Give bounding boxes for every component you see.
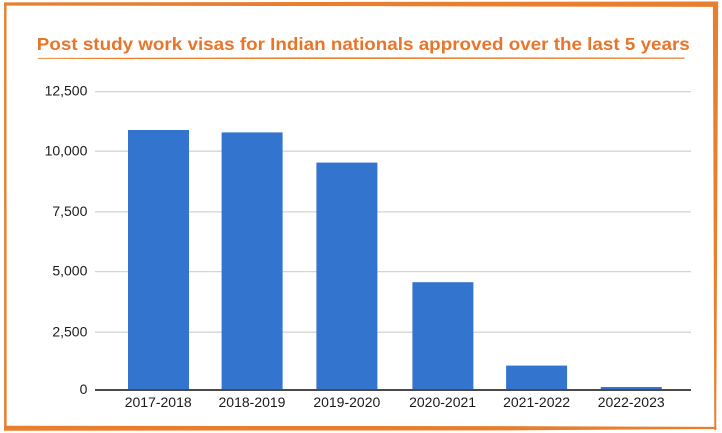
svg-text:2019-2020: 2019-2020 bbox=[313, 394, 380, 410]
svg-text:2020-2021: 2020-2021 bbox=[409, 394, 476, 410]
svg-text:2017-2018: 2017-2018 bbox=[125, 394, 192, 410]
svg-text:0: 0 bbox=[80, 381, 88, 397]
svg-text:7,500: 7,500 bbox=[52, 203, 87, 219]
svg-text:10,000: 10,000 bbox=[45, 142, 88, 158]
svg-text:2018-2019: 2018-2019 bbox=[219, 394, 286, 410]
svg-text:12,500: 12,500 bbox=[45, 83, 88, 99]
svg-text:2022-2023: 2022-2023 bbox=[598, 394, 665, 410]
svg-text:Post study work visas for Indi: Post study work visas for Indian nationa… bbox=[37, 34, 690, 54]
svg-text:2021-2022: 2021-2022 bbox=[503, 394, 570, 410]
svg-text:5,000: 5,000 bbox=[52, 263, 87, 279]
svg-text:2,500: 2,500 bbox=[52, 323, 87, 339]
